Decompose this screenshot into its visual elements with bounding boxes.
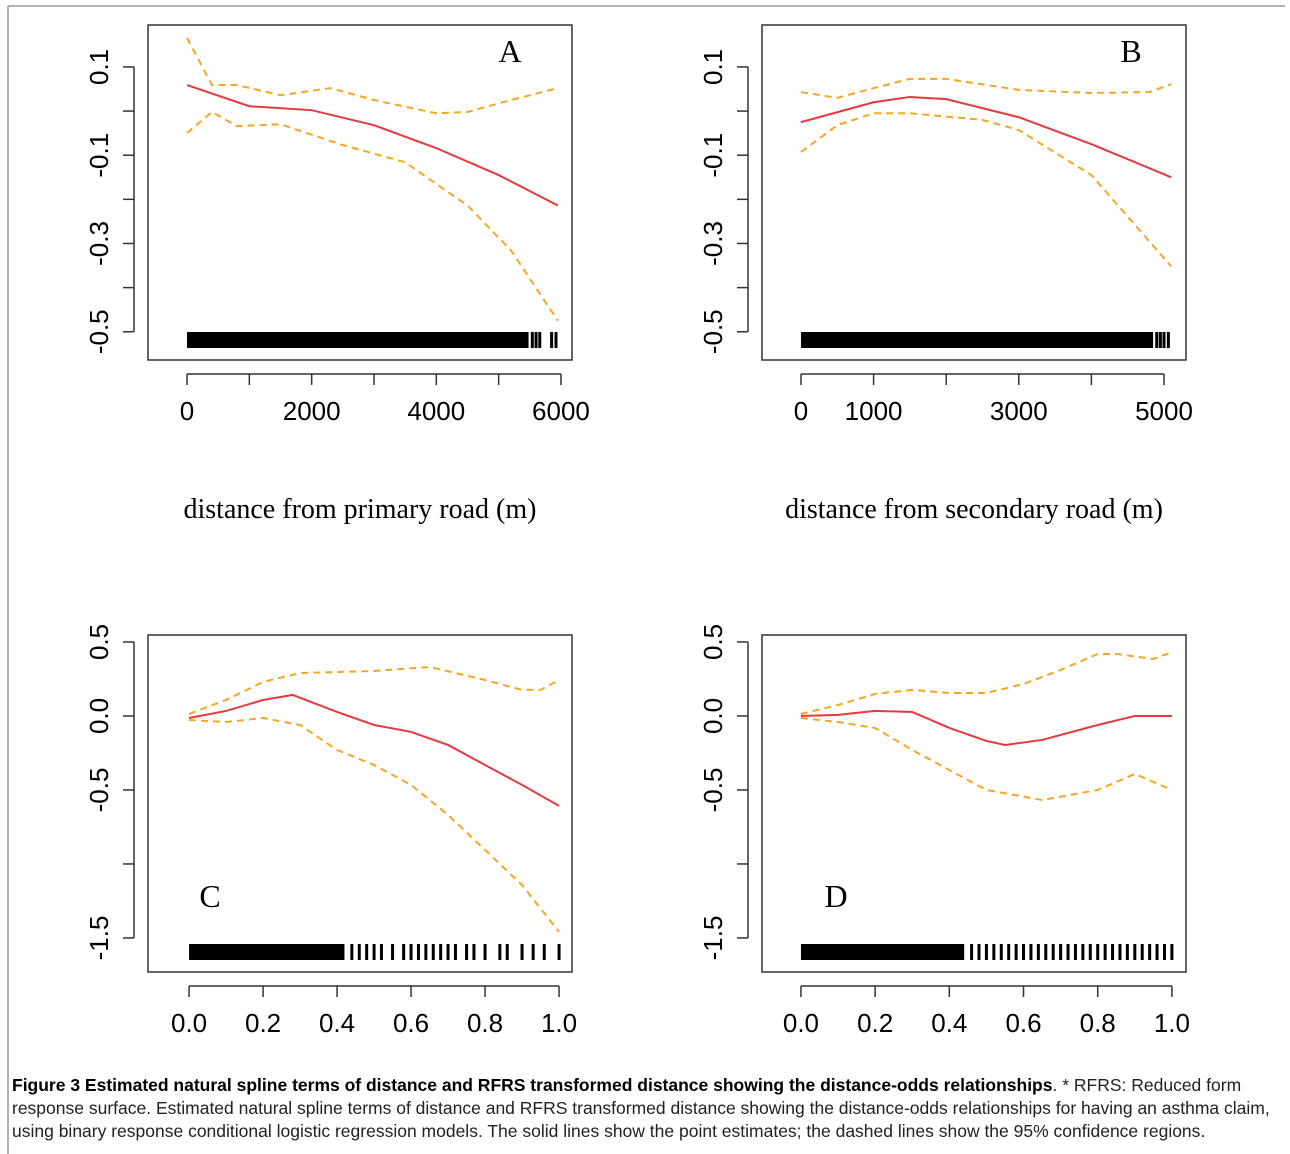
estimate-line — [188, 693, 560, 807]
y-tick-label: 0.5 — [698, 624, 728, 660]
panel-label: D — [824, 878, 847, 914]
confidence-line — [186, 110, 559, 322]
x-tick-label: 0.6 — [393, 1008, 429, 1038]
y-tick-label: 0.0 — [84, 698, 114, 734]
plot-box — [761, 24, 1187, 361]
y-tick-label: -0.1 — [84, 133, 114, 178]
rug-band — [800, 332, 1154, 348]
x-tick-label: 0 — [180, 396, 194, 426]
x-tick-label: 0.0 — [171, 1008, 207, 1038]
confidence-line — [800, 651, 1173, 715]
plot-box — [147, 634, 573, 973]
estimate-line — [800, 95, 1172, 179]
y-tick-label: 0.0 — [698, 698, 728, 734]
estimate-line — [186, 84, 559, 207]
y-tick-label: -0.1 — [698, 133, 728, 178]
x-tick-label: 0.4 — [931, 1008, 967, 1038]
y-tick-label: -0.5 — [698, 768, 728, 813]
panel-label: B — [1120, 33, 1141, 69]
x-tick-label: 0.4 — [319, 1008, 355, 1038]
plot-box — [147, 24, 573, 361]
x-tick-label: 2000 — [283, 396, 341, 426]
confidence-line — [188, 665, 560, 715]
x-tick-label: 0.8 — [1080, 1008, 1116, 1038]
x-tick-label: 0.6 — [1005, 1008, 1041, 1038]
y-tick-label: 0.1 — [84, 49, 114, 85]
panel-label: A — [498, 33, 521, 69]
x-tick-label: 1000 — [845, 396, 903, 426]
confidence-line — [800, 77, 1172, 99]
caption: Figure 3 Estimated natural spline terms … — [12, 1074, 1280, 1154]
x-tick-label: 6000 — [532, 396, 590, 426]
rug-band — [189, 944, 345, 960]
x-tick-label: 4000 — [407, 396, 465, 426]
frame-left-lower — [7, 1074, 9, 1154]
x-tick-label: 1.0 — [541, 1008, 577, 1038]
y-tick-label: 0.5 — [84, 624, 114, 660]
y-tick-label: -0.3 — [698, 221, 728, 266]
x-tick-label: 0.0 — [783, 1008, 819, 1038]
y-tick-label: 0.1 — [698, 49, 728, 85]
y-tick-label: -0.5 — [698, 309, 728, 354]
estimate-line — [800, 709, 1172, 746]
x-axis-label: distance from secondary road (m) — [785, 494, 1163, 525]
confidence-line — [189, 717, 560, 933]
y-tick-label: -0.3 — [84, 221, 114, 266]
x-tick-label: 0.2 — [857, 1008, 893, 1038]
x-tick-label: 1.0 — [1154, 1008, 1190, 1038]
x-tick-label: 5000 — [1135, 396, 1193, 426]
x-tick-label: 3000 — [990, 396, 1048, 426]
confidence-line — [800, 112, 1173, 268]
caption-title: Figure 3 Estimated natural spline terms … — [12, 1075, 1053, 1095]
x-tick-label: 0.8 — [467, 1008, 503, 1038]
confidence-line — [800, 717, 1173, 802]
y-tick-label: -1.5 — [84, 916, 114, 961]
y-tick-label: -1.5 — [698, 916, 728, 961]
x-tick-label: 0.2 — [245, 1008, 281, 1038]
y-tick-label: -0.5 — [84, 768, 114, 813]
plot-box — [761, 634, 1187, 973]
rug-band — [800, 944, 965, 960]
confidence-line — [186, 37, 559, 115]
y-tick-label: -0.5 — [84, 309, 114, 354]
rug-band — [187, 332, 529, 348]
x-tick-label: 0 — [794, 396, 808, 426]
x-axis-label: distance from primary road (m) — [184, 494, 537, 525]
panel-label: C — [199, 878, 220, 914]
caption-body: . * RFRS: Reduced form response surface.… — [12, 1075, 1270, 1141]
